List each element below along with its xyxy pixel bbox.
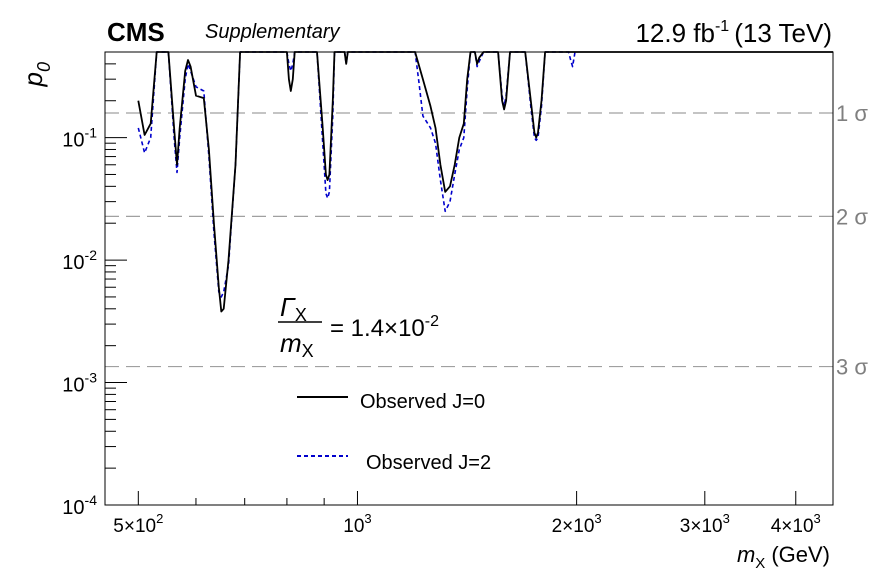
- annotation-value: = 1.4×10-2: [330, 313, 439, 342]
- y-tick-label: 10-2: [62, 247, 97, 274]
- cms-label: CMS: [107, 17, 165, 47]
- annotation-numerator: ΓX: [280, 292, 307, 325]
- series-observed-j2-line: [137, 51, 577, 298]
- legend: Observed J=0 Observed J=2: [297, 391, 491, 474]
- ticks-layer: 10-1 10-2 10-3 10-4 5×102 103 2×103 3×103 4×103: [62, 51, 821, 537]
- x-axis-title: mX (GeV): [737, 542, 830, 572]
- x-tick-label: 5×102: [113, 511, 163, 537]
- sigma-label: 2 σ: [836, 204, 868, 229]
- series-layer: [137, 51, 833, 313]
- y-tick-label: 10-3: [62, 370, 97, 397]
- x-tick-label: 103: [343, 511, 371, 537]
- supplementary-label: Supplementary: [205, 21, 341, 43]
- sigma-label: 3 σ: [836, 355, 868, 380]
- width-annotation: ΓX mX = 1.4×10-2: [278, 292, 439, 361]
- y-tick-label: 10-1: [62, 125, 97, 152]
- series-observed-j0-line: [137, 51, 833, 313]
- sigma-label: 1 σ: [836, 101, 868, 126]
- x-tick-label: 3×103: [680, 511, 730, 537]
- plot-frame: [104, 51, 834, 506]
- annotation-denominator: mX: [280, 328, 314, 361]
- lumi-label: 12.9 fb-1 (13 TeV): [635, 18, 832, 48]
- y-axis-title: p0: [18, 62, 54, 87]
- x-tick-label: 2×103: [552, 511, 602, 537]
- x-tick-label: 4×103: [771, 511, 821, 537]
- y-tick-label: 10-4: [62, 492, 97, 519]
- legend-label-j0: Observed J=0: [360, 391, 485, 413]
- sigma-lines: 1 σ 2 σ 3 σ: [105, 101, 868, 380]
- legend-label-j2: Observed J=2: [366, 452, 491, 474]
